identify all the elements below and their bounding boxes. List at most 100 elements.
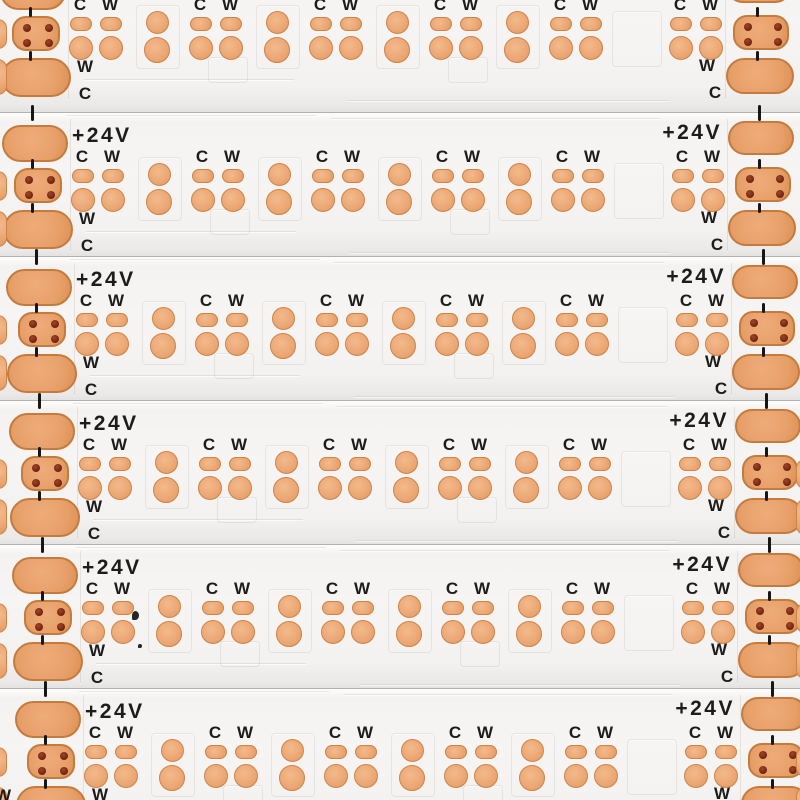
pad-hole	[60, 767, 68, 775]
cool-label: C	[325, 579, 339, 598]
emboss-trace	[262, 301, 306, 365]
pad-hole	[746, 190, 754, 198]
via-pad-top	[158, 595, 181, 618]
emboss-trace	[614, 163, 664, 219]
solder-pad-warm-round	[591, 620, 615, 644]
solder-pad-cool-pill	[316, 313, 338, 327]
solder-pad-warm-pill	[706, 313, 728, 327]
via-pad-top	[281, 739, 304, 762]
cool-label: C	[328, 723, 342, 742]
cool-label: C	[208, 723, 222, 742]
solder-joint-pad	[10, 498, 80, 537]
connector-pad-4hole	[12, 16, 60, 51]
warm-label: W	[227, 291, 245, 310]
solder-pad-cool-round	[69, 36, 93, 60]
pad-hole	[45, 24, 53, 32]
via-pad-bottom	[159, 765, 185, 791]
edge-sliver	[0, 459, 7, 489]
solder-pad-cool-round	[564, 764, 588, 788]
emboss-trace	[627, 739, 677, 795]
via-pad-bottom	[264, 37, 290, 63]
via-pad-top	[518, 595, 541, 618]
solder-pad-cool-pill	[199, 457, 221, 471]
solder-pad-cool-round	[684, 764, 708, 788]
pad-hole	[750, 334, 758, 342]
solder-pad-cool-round	[549, 36, 573, 60]
cool-label: C	[433, 0, 447, 14]
solder-pad-cool-pill	[562, 601, 584, 615]
warm-label: W	[85, 497, 103, 516]
solder-pad-cool-round	[78, 476, 102, 500]
cool-label: C	[84, 380, 98, 399]
power-label: +24V	[666, 265, 726, 288]
solder-pad-cool-pill	[682, 601, 704, 615]
solder-pad-cool-round	[75, 332, 99, 356]
emboss-trace	[450, 209, 490, 235]
power-pad	[0, 0, 66, 10]
solder-pad-cool-round	[191, 188, 215, 212]
emboss-trace	[618, 307, 668, 363]
solder-pad-cool-pill	[676, 313, 698, 327]
solder-pad-warm-round	[701, 188, 725, 212]
cool-label: C	[88, 723, 102, 742]
emboss-trace	[357, 540, 677, 541]
warm-label: W	[707, 496, 725, 515]
cut-mark	[29, 7, 32, 17]
via-pad-top	[515, 451, 538, 474]
solder-pad-cool-pill	[439, 457, 461, 471]
solder-pad-cool-round	[561, 620, 585, 644]
solder-pad-cool-round	[195, 332, 219, 356]
warm-label: W	[223, 147, 241, 166]
warm-label: W	[341, 0, 359, 14]
solder-pad-cool-pill	[205, 745, 227, 759]
solder-pad-warm-pill	[595, 745, 617, 759]
solder-pad-warm-pill	[712, 601, 734, 615]
solder-pad-warm-pill	[100, 17, 122, 31]
emboss-trace	[511, 733, 555, 797]
power-pad	[741, 697, 800, 731]
solder-pad-warm-round	[708, 476, 732, 500]
pad-hole	[753, 463, 761, 471]
emboss-trace	[498, 157, 542, 221]
solder-pad-cool-pill	[70, 17, 92, 31]
edge-sliver	[0, 643, 7, 679]
connector-pad-4hole	[745, 599, 800, 634]
emboss-trace	[256, 5, 300, 69]
power-pad	[738, 553, 800, 587]
warm-label: W	[230, 435, 248, 454]
solder-pad-warm-round	[699, 36, 723, 60]
cool-label: C	[322, 435, 336, 454]
cool-label: C	[439, 291, 453, 310]
emboss-trace	[214, 353, 254, 379]
pad-hole	[23, 39, 31, 47]
emboss-trace	[740, 695, 741, 800]
solder-pad-warm-pill	[220, 17, 242, 31]
pad-hole	[756, 607, 764, 615]
via-pad-top	[512, 307, 535, 330]
solder-pad-cool-round	[555, 332, 579, 356]
cool-label: C	[319, 291, 333, 310]
cut-mark	[762, 347, 765, 357]
solder-pad-warm-round	[219, 36, 243, 60]
solder-pad-warm-round	[101, 188, 125, 212]
solder-pad-warm-round	[234, 764, 258, 788]
warm-label: W	[470, 435, 488, 454]
via-pad-bottom	[513, 477, 539, 503]
pad-hole	[25, 176, 33, 184]
solder-pad-warm-round	[348, 476, 372, 500]
power-label: +24V	[675, 697, 735, 720]
solder-pad-warm-round	[341, 188, 365, 212]
solder-pad-cool-pill	[670, 17, 692, 31]
solder-pad-cool-round	[198, 476, 222, 500]
via-pad-bottom	[276, 621, 302, 647]
pad-hole	[774, 23, 782, 31]
cut-mark	[756, 51, 759, 61]
cool-label: C	[199, 291, 213, 310]
emboss-trace	[76, 547, 326, 548]
solder-pad-warm-pill	[460, 17, 482, 31]
cut-mark	[762, 303, 765, 313]
pad-hole	[54, 464, 62, 472]
